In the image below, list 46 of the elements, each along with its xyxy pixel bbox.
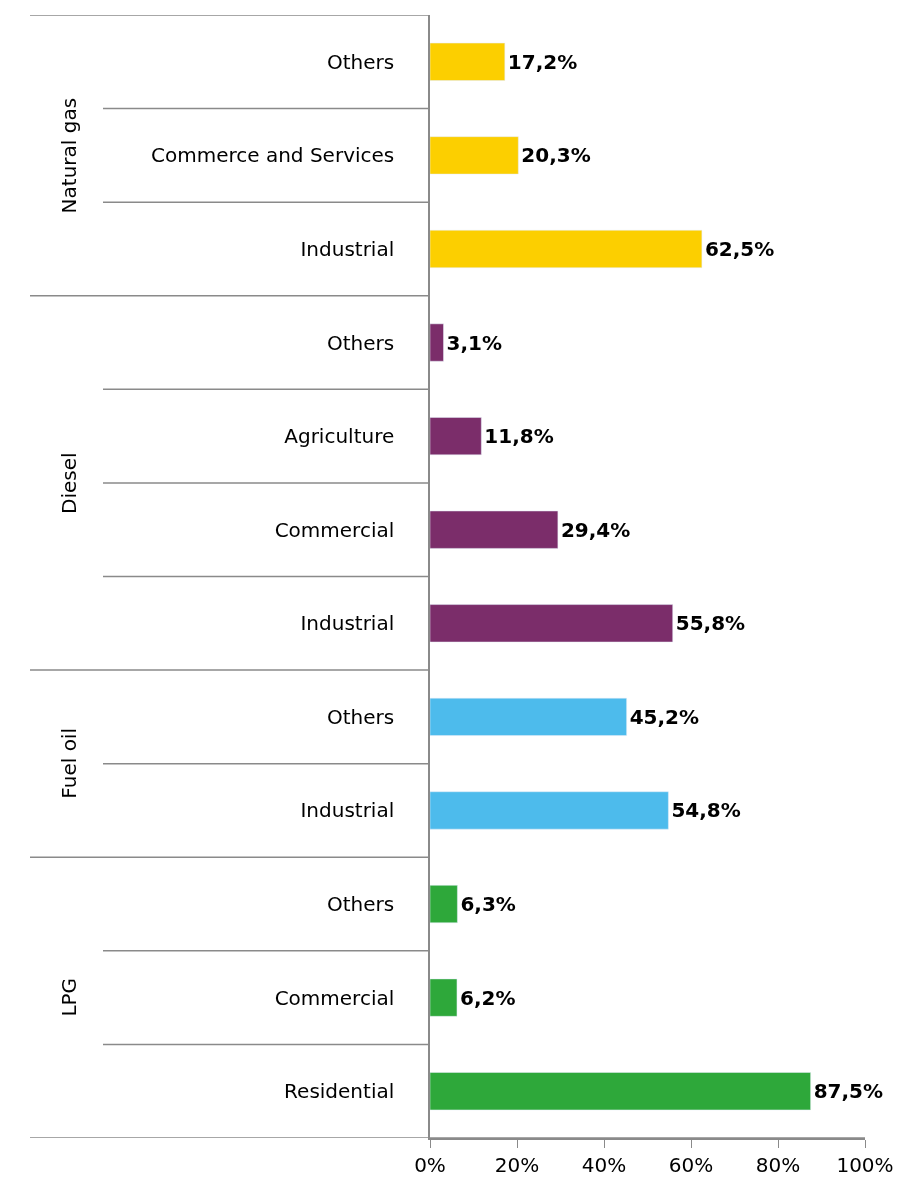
bar — [430, 417, 482, 456]
text: Natural gas — [56, 97, 81, 214]
x-tick-label: 80% — [755, 1152, 801, 1177]
bar — [430, 136, 519, 175]
bar — [430, 697, 627, 736]
bar — [430, 791, 669, 830]
bar — [430, 604, 673, 643]
x-tick-label: 0% — [414, 1152, 446, 1177]
x-tick-label: 20% — [494, 1152, 540, 1177]
data-label: 55,8% — [675, 611, 746, 636]
bar — [430, 323, 444, 362]
bar — [430, 885, 458, 924]
data-label: 54,8% — [671, 798, 741, 823]
x-tick-label: 40% — [581, 1152, 627, 1177]
data-label: 29,4% — [560, 517, 631, 542]
data-label: 17,2% — [507, 49, 578, 74]
y-tick-label: Residential — [284, 1079, 395, 1104]
y-tick-label: Others — [327, 892, 395, 917]
data-label: 87,5% — [813, 1079, 884, 1104]
data-label: 20,3% — [521, 143, 591, 168]
bar — [430, 229, 703, 268]
data-label: 62,5% — [704, 236, 775, 261]
x-tick-label: 100% — [836, 1152, 894, 1177]
bar — [430, 42, 506, 81]
data-label: 45,2% — [629, 704, 700, 729]
y-tick-label: Agriculture — [284, 424, 395, 449]
y-tick-label: Industrial — [300, 236, 395, 261]
bar — [430, 510, 559, 549]
x-tick-label: 60% — [668, 1152, 714, 1177]
data-label: 6,3% — [460, 892, 516, 917]
y-tick-label: Commercial — [274, 517, 395, 542]
y-tick-label: Others — [327, 49, 395, 74]
y-tick-label: Others — [327, 704, 395, 729]
bar — [430, 1072, 811, 1111]
bar — [430, 978, 458, 1017]
text: LPG — [57, 977, 82, 1017]
y-tick-label: Commercial — [274, 985, 395, 1010]
y-tick-label: Industrial — [300, 798, 395, 823]
y-tick-label: Others — [327, 330, 395, 355]
text: Fuel oil — [57, 728, 82, 799]
data-label: 6,2% — [459, 985, 516, 1010]
y-tick-label: Industrial — [300, 611, 395, 636]
text: Diesel — [57, 452, 82, 514]
y-tick-label: Commerce and Services — [151, 143, 395, 168]
data-label: 3,1% — [446, 330, 502, 355]
data-label: 11,8% — [484, 424, 554, 449]
